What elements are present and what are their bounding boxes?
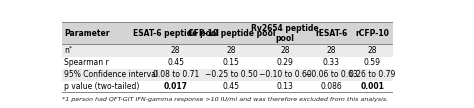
Text: 28: 28 bbox=[367, 46, 377, 55]
Text: 0.13: 0.13 bbox=[277, 82, 293, 91]
Text: *1 person had QFT-GIT IFN-gamma response >10 IU/ml and was therefore excluded fr: *1 person had QFT-GIT IFN-gamma response… bbox=[62, 97, 388, 102]
Bar bbox=[62, 45, 148, 57]
Text: 0.59: 0.59 bbox=[364, 58, 381, 67]
Bar bbox=[310, 45, 352, 57]
Bar bbox=[260, 81, 310, 93]
Text: 0.45: 0.45 bbox=[167, 58, 184, 67]
Bar bbox=[62, 23, 148, 45]
Text: −0.10 to 0.60: −0.10 to 0.60 bbox=[259, 70, 311, 79]
Text: 0.33: 0.33 bbox=[323, 58, 339, 67]
Bar bbox=[260, 23, 310, 45]
Text: 0.45: 0.45 bbox=[223, 82, 240, 91]
Text: 0.26 to 0.79: 0.26 to 0.79 bbox=[349, 70, 395, 79]
Text: 0.086: 0.086 bbox=[320, 82, 342, 91]
Bar bbox=[260, 45, 310, 57]
Bar bbox=[310, 81, 352, 93]
Text: 28: 28 bbox=[227, 46, 236, 55]
Text: 28: 28 bbox=[281, 46, 290, 55]
Text: rESAT-6: rESAT-6 bbox=[315, 29, 347, 38]
Text: 0.15: 0.15 bbox=[223, 58, 240, 67]
Text: 0.08 to 0.71: 0.08 to 0.71 bbox=[153, 70, 199, 79]
Bar bbox=[352, 57, 393, 69]
Bar bbox=[203, 57, 260, 69]
Bar bbox=[62, 81, 148, 93]
Text: Parameter: Parameter bbox=[64, 29, 110, 38]
Text: n: n bbox=[64, 46, 69, 55]
Text: 28: 28 bbox=[326, 46, 336, 55]
Bar bbox=[203, 23, 260, 45]
Bar bbox=[148, 57, 203, 69]
Bar bbox=[62, 57, 148, 69]
Text: Spearman r: Spearman r bbox=[64, 58, 109, 67]
Text: −0.06 to 0.63: −0.06 to 0.63 bbox=[305, 70, 357, 79]
Bar bbox=[352, 45, 393, 57]
Bar bbox=[260, 57, 310, 69]
Text: −0.25 to 0.50: −0.25 to 0.50 bbox=[205, 70, 258, 79]
Text: *: * bbox=[68, 45, 72, 50]
Bar bbox=[148, 45, 203, 57]
Bar bbox=[62, 22, 393, 23]
Bar bbox=[310, 69, 352, 81]
Bar bbox=[203, 81, 260, 93]
Text: ESAT-6 peptide pool: ESAT-6 peptide pool bbox=[133, 29, 219, 38]
Text: 0.29: 0.29 bbox=[277, 58, 293, 67]
Text: 28: 28 bbox=[171, 46, 181, 55]
Text: 0.017: 0.017 bbox=[164, 82, 188, 91]
Text: p value (two-tailed): p value (two-tailed) bbox=[64, 82, 140, 91]
Bar bbox=[352, 81, 393, 93]
Bar bbox=[203, 45, 260, 57]
Bar bbox=[310, 23, 352, 45]
Bar bbox=[62, 69, 148, 81]
Text: 0.001: 0.001 bbox=[360, 82, 384, 91]
Bar bbox=[62, 44, 393, 45]
Bar bbox=[310, 57, 352, 69]
Text: rCFP-10: rCFP-10 bbox=[356, 29, 389, 38]
Text: 95% Confidence interval: 95% Confidence interval bbox=[64, 70, 158, 79]
Bar bbox=[352, 23, 393, 45]
Text: CFP-10 peptide pool: CFP-10 peptide pool bbox=[188, 29, 275, 38]
Bar bbox=[203, 69, 260, 81]
Bar bbox=[260, 69, 310, 81]
Bar bbox=[352, 69, 393, 81]
Text: Rv2654 peptide
pool: Rv2654 peptide pool bbox=[251, 24, 319, 43]
Bar bbox=[62, 92, 393, 93]
Bar bbox=[148, 69, 203, 81]
Bar bbox=[148, 23, 203, 45]
Bar bbox=[148, 81, 203, 93]
